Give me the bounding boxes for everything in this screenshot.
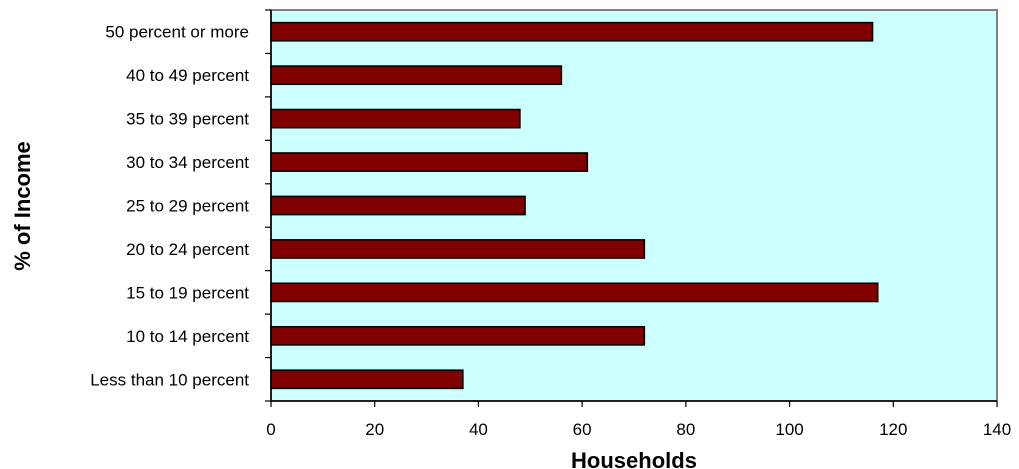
y-tick-label: 25 to 29 percent <box>126 197 249 216</box>
y-tick-label: 10 to 14 percent <box>126 327 249 346</box>
bar <box>270 195 526 216</box>
x-tick-label: 140 <box>983 420 1011 439</box>
y-axis-title: % of Income <box>10 141 35 271</box>
bar <box>270 369 464 390</box>
x-tick-label: 40 <box>469 420 488 439</box>
y-tick-label: 20 to 24 percent <box>126 240 249 259</box>
y-tick-label: 30 to 34 percent <box>126 153 249 172</box>
bar <box>270 21 874 42</box>
y-tick-label: 50 percent or more <box>105 23 249 42</box>
x-tick-label: 80 <box>676 420 695 439</box>
y-tick-label: Less than 10 percent <box>90 370 249 389</box>
bar <box>270 65 563 86</box>
bar <box>270 325 646 346</box>
y-tick-label: 40 to 49 percent <box>126 66 249 85</box>
bar <box>270 239 646 259</box>
bar <box>270 152 589 172</box>
x-tick-label: 20 <box>365 420 384 439</box>
y-tick-label: 15 to 19 percent <box>126 283 249 302</box>
axes <box>265 9 998 407</box>
x-tick-label: 60 <box>573 420 592 439</box>
x-tick-label: 120 <box>879 420 907 439</box>
tick-labels: 50 percent or more 40 to 49 percent 35 to … <box>90 23 1011 439</box>
bar <box>270 108 521 129</box>
x-axis-title: Households <box>571 448 697 469</box>
y-tick-label: 35 to 39 percent <box>126 110 249 129</box>
bar <box>270 282 879 303</box>
x-tick-label: 100 <box>775 420 803 439</box>
bars <box>270 21 879 390</box>
x-tick-label: 0 <box>266 420 275 439</box>
